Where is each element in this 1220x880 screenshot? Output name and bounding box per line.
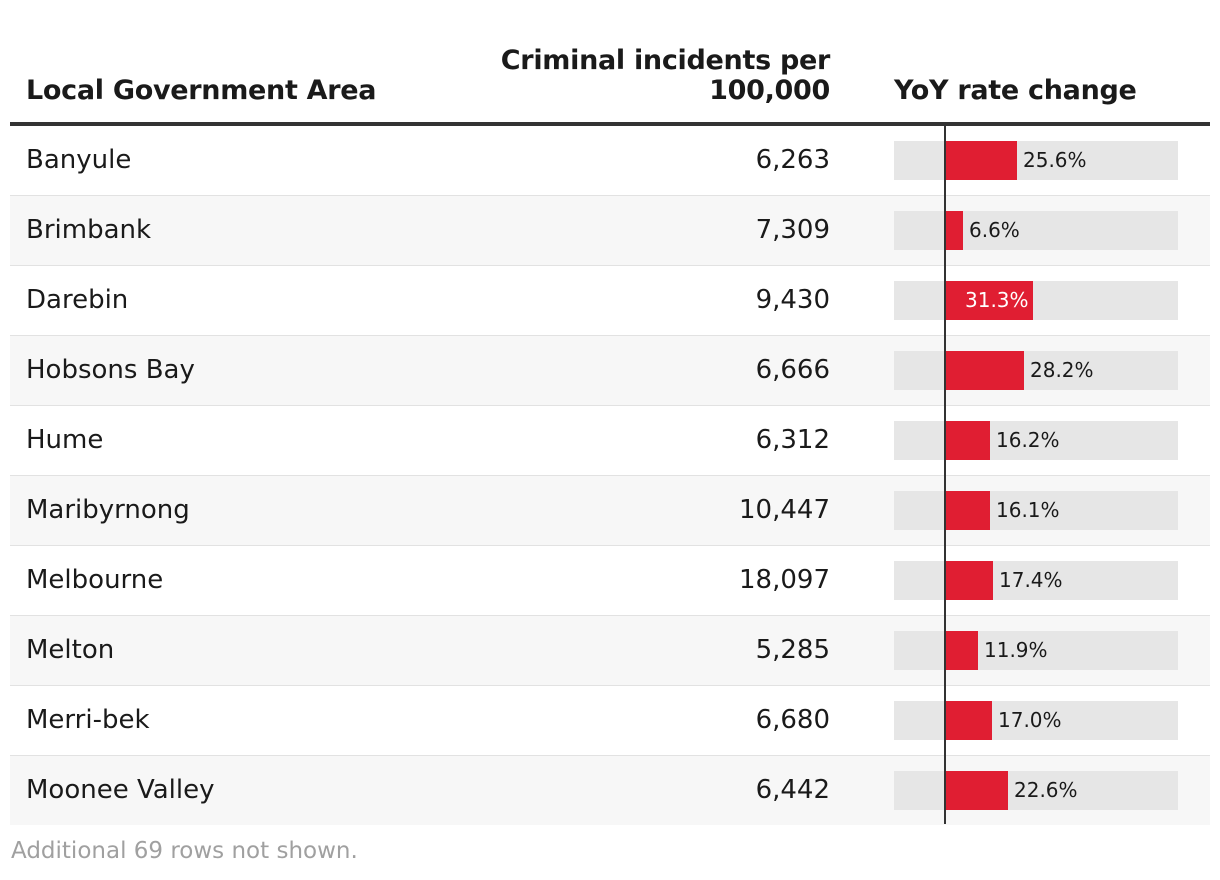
yoy-label: 17.4% xyxy=(999,568,1063,592)
yoy-bar-track: 31.3% xyxy=(894,281,1178,320)
table-row: Melton 5,285 11.9% xyxy=(10,616,1210,686)
table-row: Hobsons Bay 6,666 28.2% xyxy=(10,336,1210,406)
table-row: Melbourne 18,097 17.4% xyxy=(10,546,1210,616)
header-incidents[interactable]: Criminal incidents per 100,000 xyxy=(450,45,831,106)
table-header: Local Government Area Criminal incidents… xyxy=(10,0,1210,126)
yoy-bar xyxy=(944,281,1033,320)
table-row: Banyule 6,263 25.6% xyxy=(10,126,1210,196)
cell-incidents: 5,285 xyxy=(755,635,830,665)
cell-lga: Darebin xyxy=(26,285,129,315)
cell-lga: Brimbank xyxy=(26,215,152,245)
yoy-label: 17.0% xyxy=(998,708,1062,732)
cell-lga: Melbourne xyxy=(26,565,164,595)
yoy-label: 6.6% xyxy=(969,218,1020,242)
yoy-bar xyxy=(944,211,963,250)
cell-lga: Maribyrnong xyxy=(26,495,190,525)
table-row: Merri-bek 6,680 17.0% xyxy=(10,686,1210,756)
yoy-bar-track: 25.6% xyxy=(894,141,1178,180)
table-row: Maribyrnong 10,447 16.1% xyxy=(10,476,1210,546)
yoy-bar xyxy=(944,351,1024,390)
table-row: Brimbank 7,309 6.6% xyxy=(10,196,1210,266)
cell-incidents: 7,309 xyxy=(755,215,830,245)
yoy-bar-track: 11.9% xyxy=(894,631,1178,670)
yoy-label: 22.6% xyxy=(1014,778,1078,802)
yoy-bar xyxy=(944,701,992,740)
yoy-bar xyxy=(944,771,1008,810)
cell-incidents: 6,442 xyxy=(755,775,830,805)
cell-incidents: 9,430 xyxy=(755,285,830,315)
yoy-bar-track: 17.4% xyxy=(894,561,1178,600)
cell-incidents: 6,666 xyxy=(755,355,830,385)
yoy-bar-track: 17.0% xyxy=(894,701,1178,740)
cell-lga: Moonee Valley xyxy=(26,775,215,805)
table-row: Moonee Valley 6,442 22.6% xyxy=(10,756,1210,825)
yoy-bar xyxy=(944,421,990,460)
yoy-label: 16.2% xyxy=(996,428,1060,452)
cell-incidents: 6,680 xyxy=(755,705,830,735)
table-row: Darebin 9,430 31.3% xyxy=(10,266,1210,336)
cell-lga: Banyule xyxy=(26,145,132,175)
cell-incidents: 6,263 xyxy=(755,145,830,175)
yoy-label: 31.3% xyxy=(965,288,1029,312)
yoy-label: 28.2% xyxy=(1030,358,1094,382)
header-incidents-line2: 100,000 xyxy=(709,75,830,106)
yoy-bar-track: 22.6% xyxy=(894,771,1178,810)
yoy-bar-track: 28.2% xyxy=(894,351,1178,390)
zero-axis-line xyxy=(944,124,946,824)
yoy-bar xyxy=(944,561,993,600)
yoy-bar xyxy=(944,631,978,670)
table-body: Banyule 6,263 25.6% Brimbank 7,309 6.6% Darebi… xyxy=(10,126,1210,825)
cell-lga: Merri-bek xyxy=(26,705,150,735)
yoy-bar xyxy=(944,491,990,530)
crime-rate-table: Local Government Area Criminal incidents… xyxy=(10,0,1210,825)
cell-lga: Melton xyxy=(26,635,115,665)
header-incidents-line1: Criminal incidents per xyxy=(500,45,831,76)
cell-lga: Hume xyxy=(26,425,104,455)
cell-incidents: 18,097 xyxy=(739,565,830,595)
cell-lga: Hobsons Bay xyxy=(26,355,195,385)
cell-incidents: 6,312 xyxy=(755,425,830,455)
footnote: Additional 69 rows not shown. xyxy=(11,838,358,864)
table-row: Hume 6,312 16.2% xyxy=(10,406,1210,476)
yoy-bar-track: 16.1% xyxy=(894,491,1178,530)
yoy-label: 25.6% xyxy=(1023,148,1087,172)
yoy-bar-track: 16.2% xyxy=(894,421,1178,460)
header-lga[interactable]: Local Government Area xyxy=(26,75,377,106)
cell-incidents: 10,447 xyxy=(739,495,830,525)
yoy-label: 16.1% xyxy=(996,498,1060,522)
yoy-bar-track: 6.6% xyxy=(894,211,1178,250)
header-yoy[interactable]: YoY rate change xyxy=(894,75,1137,106)
yoy-label: 11.9% xyxy=(984,638,1048,662)
yoy-bar xyxy=(944,141,1017,180)
